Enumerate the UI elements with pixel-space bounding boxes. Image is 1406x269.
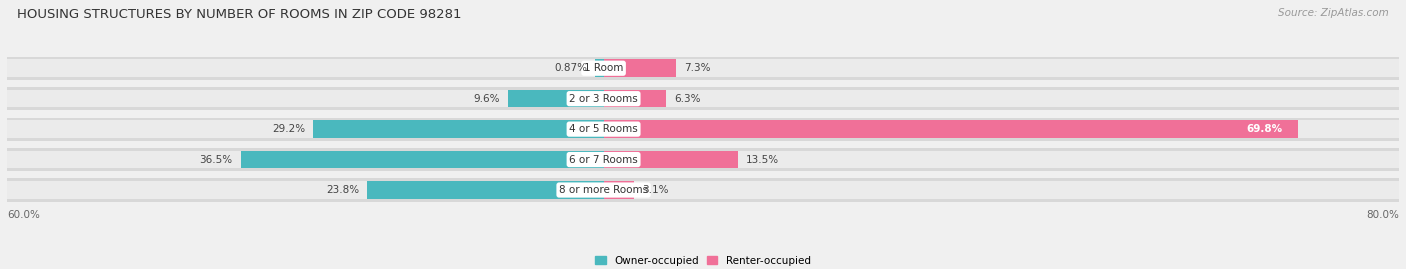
Bar <box>7 87 1399 110</box>
Bar <box>7 57 1399 80</box>
Bar <box>603 90 666 108</box>
Text: 9.6%: 9.6% <box>474 94 501 104</box>
Text: 1 Room: 1 Room <box>583 63 623 73</box>
Bar <box>7 118 1399 141</box>
Bar <box>7 90 1399 108</box>
Bar <box>367 181 603 199</box>
Bar <box>7 178 1399 201</box>
Bar <box>603 181 634 199</box>
Text: 23.8%: 23.8% <box>326 185 359 195</box>
Bar <box>7 59 1399 77</box>
Bar <box>240 151 603 168</box>
Text: HOUSING STRUCTURES BY NUMBER OF ROOMS IN ZIP CODE 98281: HOUSING STRUCTURES BY NUMBER OF ROOMS IN… <box>17 8 461 21</box>
Text: 3.1%: 3.1% <box>643 185 669 195</box>
Bar <box>7 148 1399 171</box>
Text: 6 or 7 Rooms: 6 or 7 Rooms <box>569 155 638 165</box>
Bar <box>603 151 738 168</box>
Legend: Owner-occupied, Renter-occupied: Owner-occupied, Renter-occupied <box>595 256 811 266</box>
Bar <box>603 59 676 77</box>
Bar <box>7 151 1399 168</box>
Text: 13.5%: 13.5% <box>745 155 779 165</box>
Text: 60.0%: 60.0% <box>7 210 39 220</box>
Text: 0.87%: 0.87% <box>554 63 586 73</box>
Text: 80.0%: 80.0% <box>1367 210 1399 220</box>
Text: 8 or more Rooms: 8 or more Rooms <box>560 185 648 195</box>
Bar <box>508 90 603 108</box>
Bar <box>314 120 603 138</box>
Bar <box>595 59 603 77</box>
Text: 69.8%: 69.8% <box>1247 124 1282 134</box>
Text: Source: ZipAtlas.com: Source: ZipAtlas.com <box>1278 8 1389 18</box>
Text: 36.5%: 36.5% <box>200 155 233 165</box>
Text: 29.2%: 29.2% <box>273 124 305 134</box>
Text: 6.3%: 6.3% <box>673 94 700 104</box>
Text: 7.3%: 7.3% <box>685 63 710 73</box>
Text: 2 or 3 Rooms: 2 or 3 Rooms <box>569 94 638 104</box>
Bar <box>603 120 1298 138</box>
Bar <box>7 181 1399 199</box>
Bar <box>7 120 1399 138</box>
Text: 4 or 5 Rooms: 4 or 5 Rooms <box>569 124 638 134</box>
